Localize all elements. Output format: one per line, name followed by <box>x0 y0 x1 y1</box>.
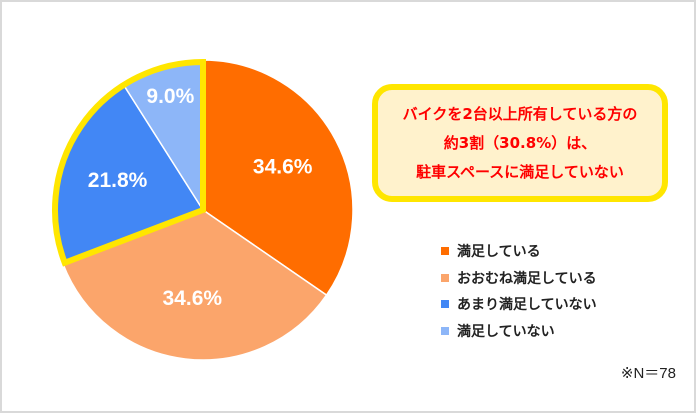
legend-swatch <box>441 247 449 256</box>
legend-swatch <box>441 326 449 335</box>
legend-swatch <box>441 300 449 309</box>
pie-slice <box>61 209 328 361</box>
callout-line-2: 約3割（30.8%）は、 <box>443 133 597 152</box>
legend-label: おおむね満足している <box>457 270 597 287</box>
callout-line-3: 駐車スペースに満足していない <box>416 162 624 181</box>
legend-swatch <box>441 273 449 282</box>
legend: 満足している おおむね満足している あまり満足していない 満足していない <box>441 238 597 344</box>
slice-label: 34.6% <box>163 287 223 310</box>
legend-item-mostly-satisfied: おおむね満足している <box>441 265 597 292</box>
legend-item-not-satisfied: 満足していない <box>441 318 597 345</box>
legend-item-satisfied: 満足している <box>441 238 597 265</box>
legend-item-not-very-satisfied: あまり満足していない <box>441 291 597 318</box>
legend-label: あまり満足していない <box>457 297 597 314</box>
highlight-outline <box>52 58 206 267</box>
slice-label: 34.6% <box>253 156 313 179</box>
pie-slice <box>202 59 354 297</box>
slice-label: 21.8% <box>88 169 148 192</box>
pie-labels: 34.6% 34.6% 21.8% 9.0% <box>88 85 313 310</box>
slice-label: 9.0% <box>146 85 194 108</box>
callout-box: バイクを2台以上所有している方の 約3割（30.8%）は、 駐車スペースに満足し… <box>372 84 668 202</box>
sample-size-note: ※N＝78 <box>620 365 676 382</box>
legend-label: 満足していない <box>457 323 555 340</box>
callout-line-1: バイクを2台以上所有している方の <box>402 104 638 123</box>
legend-label: 満足している <box>457 244 541 261</box>
